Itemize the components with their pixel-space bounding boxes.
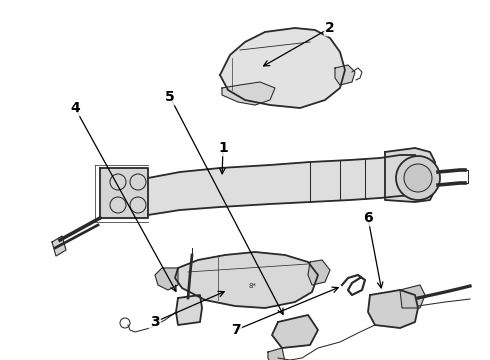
Text: 4: 4 (70, 101, 80, 115)
Polygon shape (400, 285, 425, 308)
Polygon shape (385, 148, 435, 202)
Polygon shape (308, 260, 330, 285)
Text: 8*: 8* (248, 283, 256, 289)
Text: 6: 6 (363, 211, 373, 225)
Polygon shape (222, 82, 275, 105)
Text: 7: 7 (231, 323, 241, 337)
Polygon shape (52, 236, 66, 256)
Text: 3: 3 (150, 315, 160, 329)
Text: 5: 5 (165, 90, 175, 104)
Polygon shape (100, 168, 148, 218)
Polygon shape (272, 315, 318, 348)
Polygon shape (220, 28, 345, 108)
Polygon shape (368, 290, 418, 328)
Circle shape (396, 156, 440, 200)
Polygon shape (175, 252, 318, 308)
Polygon shape (268, 348, 285, 360)
Text: 2: 2 (325, 21, 335, 35)
Polygon shape (335, 65, 355, 85)
Polygon shape (176, 295, 202, 325)
Polygon shape (155, 268, 178, 290)
Text: 1: 1 (218, 141, 228, 155)
Circle shape (404, 164, 432, 192)
Polygon shape (148, 155, 415, 215)
